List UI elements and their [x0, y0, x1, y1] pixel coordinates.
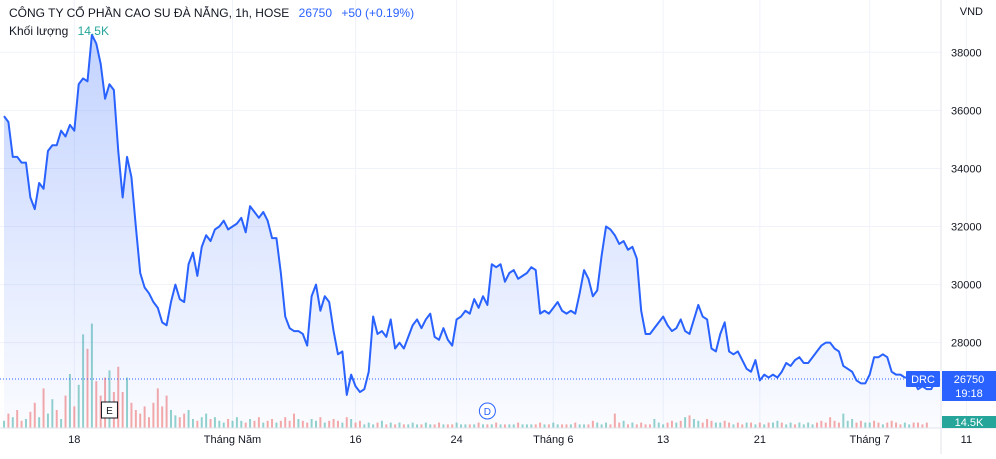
last-price: 26750 — [298, 6, 333, 20]
x-tick-label: 13 — [657, 434, 669, 446]
y-tick-label: 28000 — [951, 338, 982, 350]
chart-title: CÔNG TY CỔ PHẦN CAO SU ĐÀ NẴNG, 1h, HOSE — [9, 6, 290, 20]
price-tag — [942, 370, 996, 401]
y-tick-label: 38000 — [951, 47, 982, 59]
x-tick-label: 21 — [754, 434, 766, 446]
volume-value: 14.5K — [77, 24, 109, 38]
volume-header: Khối lượng 14.5K — [9, 23, 109, 39]
x-tick-label: 11 — [961, 434, 972, 446]
price-tag-value: 26750 — [954, 374, 985, 386]
symbol-tag — [906, 370, 940, 387]
x-tick-label: 18 — [68, 434, 80, 446]
dividend-marker-label: D — [484, 407, 491, 418]
y-tick-label: 30000 — [951, 280, 982, 292]
earnings-marker — [100, 401, 118, 419]
y-tick-label: 32000 — [951, 222, 982, 234]
x-tick-label: Tháng 7 — [850, 434, 890, 446]
symbol-tag-label: DRC — [911, 374, 935, 386]
x-tick-label: Tháng Năm — [204, 434, 261, 446]
price-tag-countdown: 19:18 — [955, 388, 983, 400]
currency-label: VND — [959, 6, 983, 18]
x-tick-label: 16 — [349, 434, 361, 446]
dividend-marker — [478, 402, 496, 420]
volume-label: Khối lượng — [9, 24, 69, 38]
x-tick-label: 24 — [450, 434, 462, 446]
y-tick-label: 34000 — [951, 163, 982, 175]
price-area — [4, 34, 940, 428]
x-tick-label: Tháng 6 — [533, 434, 573, 446]
volume-tag — [942, 416, 996, 428]
volume-bar — [3, 420, 5, 428]
price-change: +50 (+0.19%) — [341, 6, 415, 20]
volume-tag-label: 14.5K — [955, 417, 984, 429]
chart-header: CÔNG TY CỔ PHẦN CAO SU ĐÀ NẴNG, 1h, HOSE… — [9, 5, 414, 21]
earnings-marker-label: E — [106, 406, 113, 417]
price-line — [3, 33, 941, 396]
y-tick-label: 36000 — [951, 105, 982, 117]
